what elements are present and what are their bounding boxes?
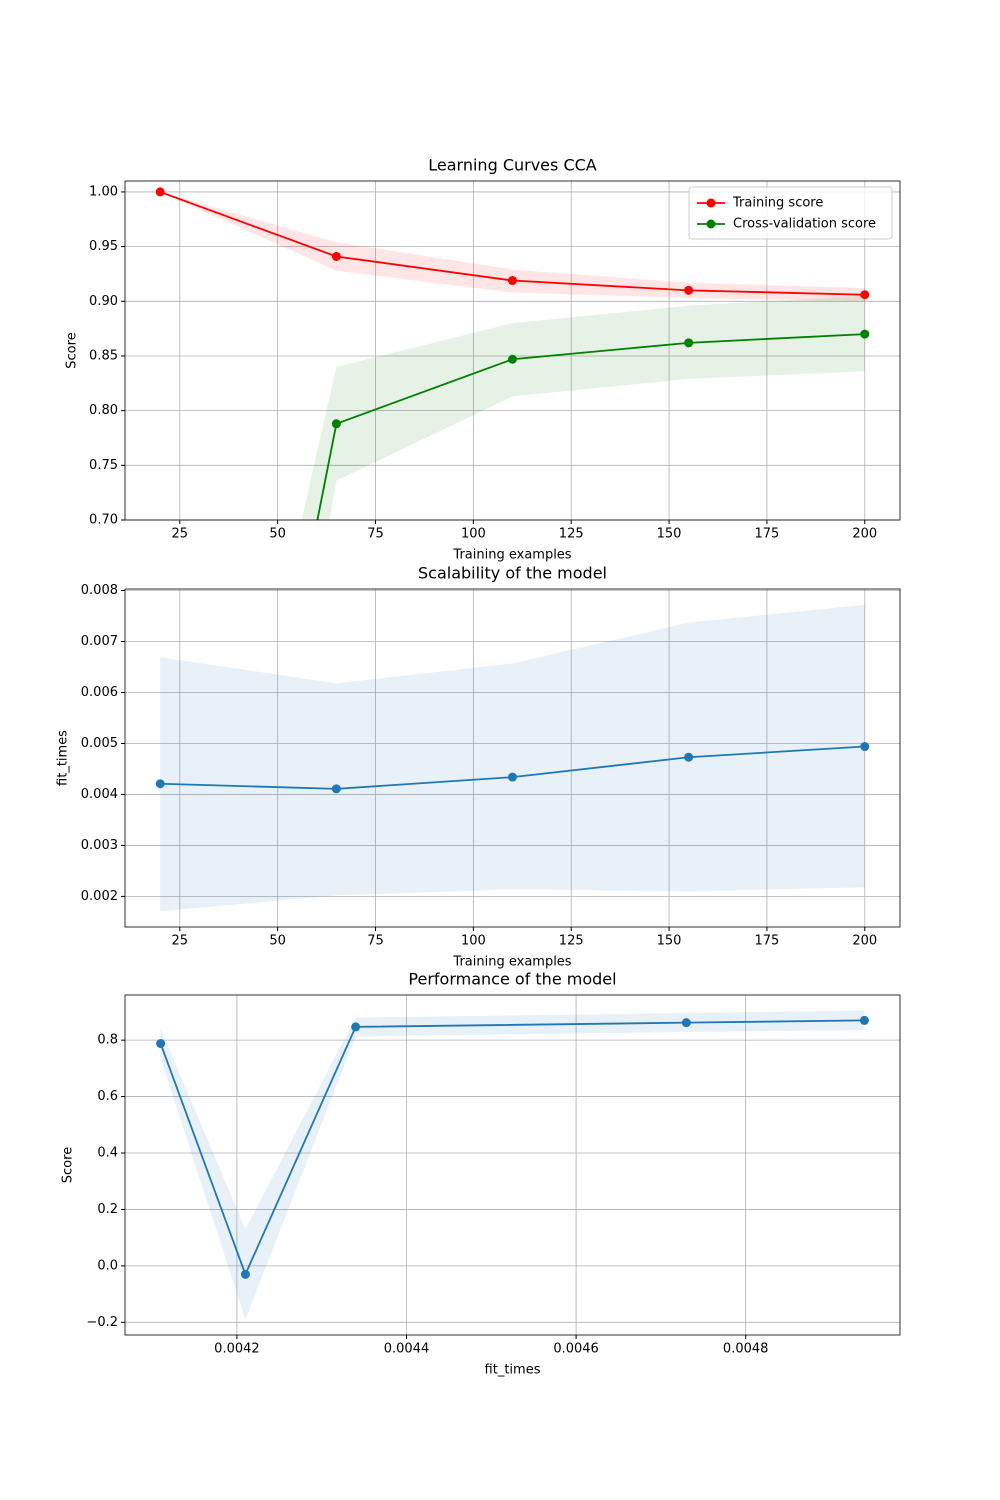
x-tick-label: 0.0044 [384, 1342, 430, 1357]
point [331, 251, 341, 261]
point [156, 1039, 166, 1049]
x-tick-label: 50 [269, 934, 286, 949]
x-axis-label: Training examples [452, 548, 571, 563]
y-tick-label: 0.75 [89, 458, 118, 473]
point [684, 338, 694, 348]
y-tick-label: 0.004 [81, 787, 118, 802]
point [331, 784, 341, 794]
legend-marker [706, 198, 716, 208]
y-tick-label: 0.007 [81, 634, 118, 649]
point [860, 742, 870, 752]
y-tick-label: 0.95 [89, 239, 118, 254]
y-tick-label: −0.2 [86, 1315, 118, 1330]
subplot: 0.0042 0.0044 0.0046 0.0048 −0.2 0.0 0.2 0.4 0.6… [61, 970, 901, 1378]
y-tick-label: 0.8 [97, 1033, 118, 1048]
x-tick-label: 125 [559, 934, 584, 949]
x-tick-label: 200 [852, 934, 877, 949]
point [860, 290, 870, 300]
point [859, 1015, 869, 1025]
point [155, 187, 165, 197]
x-tick-label: 25 [172, 527, 189, 542]
legend-marker [706, 219, 716, 229]
point [240, 1269, 250, 1279]
y-tick-label: 0.85 [89, 348, 118, 363]
x-tick-label: 175 [755, 934, 780, 949]
y-tick-label: 0.0 [97, 1258, 118, 1273]
point [684, 752, 694, 762]
x-tick-label: 200 [852, 527, 877, 542]
legend-frame [688, 186, 893, 240]
plot-frame [124, 588, 901, 928]
y-tick-label: 0.003 [81, 838, 118, 853]
y-tick-label: 0.6 [97, 1089, 118, 1104]
point [508, 354, 517, 364]
x-tick-label: 100 [461, 934, 486, 949]
x-tick-label: 150 [657, 527, 682, 542]
point [684, 285, 694, 295]
point [508, 772, 517, 782]
x-tick-label: 0.0042 [214, 1342, 260, 1357]
chart-title: Performance of the model [408, 970, 616, 989]
x-tick-label: 150 [657, 934, 682, 949]
y-tick-label: 0.006 [81, 685, 118, 700]
point [156, 1314, 165, 1323]
y-tick-label: 0.4 [97, 1146, 118, 1161]
x-axis-label: Training examples [452, 955, 571, 970]
y-axis-label: Score [65, 332, 80, 368]
legend: Training score Cross-validation score [688, 186, 893, 240]
y-tick-label: 0.002 [81, 889, 118, 904]
chart-title: Learning Curves CCA [428, 156, 597, 175]
x-tick-label: 25 [172, 934, 189, 949]
y-tick-label: 0.005 [81, 736, 118, 751]
legend-label: Cross-validation score [733, 217, 876, 232]
point [331, 419, 341, 429]
x-tick-label: 75 [367, 527, 384, 542]
plot-frame [124, 994, 901, 1336]
x-tick-label: 125 [559, 527, 584, 542]
plot-frame [124, 180, 901, 521]
subplot: 25 50 75 100 125 150 175 200 0.002 0.003 0.004 0.00… [56, 564, 901, 970]
y-tick-label: 0.90 [89, 294, 118, 309]
x-tick-label: 75 [367, 934, 384, 949]
x-tick-label: 0.0046 [553, 1342, 599, 1357]
y-tick-label: 1.00 [89, 184, 118, 199]
x-tick-label: 0.0048 [723, 1342, 769, 1357]
y-axis-label: fit_times [56, 730, 71, 786]
legend-label: Training score [732, 196, 823, 211]
point [155, 779, 165, 789]
y-tick-label: 0.008 [81, 583, 118, 598]
band [160, 604, 865, 912]
point [860, 329, 870, 339]
x-tick-label: 100 [461, 527, 486, 542]
point [351, 1022, 361, 1032]
chart-title: Scalability of the model [418, 564, 607, 583]
y-axis-label: Score [61, 1147, 76, 1183]
x-tick-label: 175 [755, 527, 780, 542]
y-tick-label: 0.80 [89, 403, 118, 418]
y-tick-label: 0.70 [89, 513, 118, 528]
x-tick-label: 50 [269, 527, 286, 542]
subplot: 25 50 75 100 125 150 175 200 0.70 0.75 0.80 0.85 0.9… [65, 156, 901, 1323]
point [681, 1018, 691, 1028]
band [160, 1010, 865, 1320]
point [508, 276, 517, 286]
y-tick-label: 0.2 [97, 1202, 118, 1217]
band [301, 295, 865, 520]
x-axis-label: fit_times [485, 1363, 541, 1378]
